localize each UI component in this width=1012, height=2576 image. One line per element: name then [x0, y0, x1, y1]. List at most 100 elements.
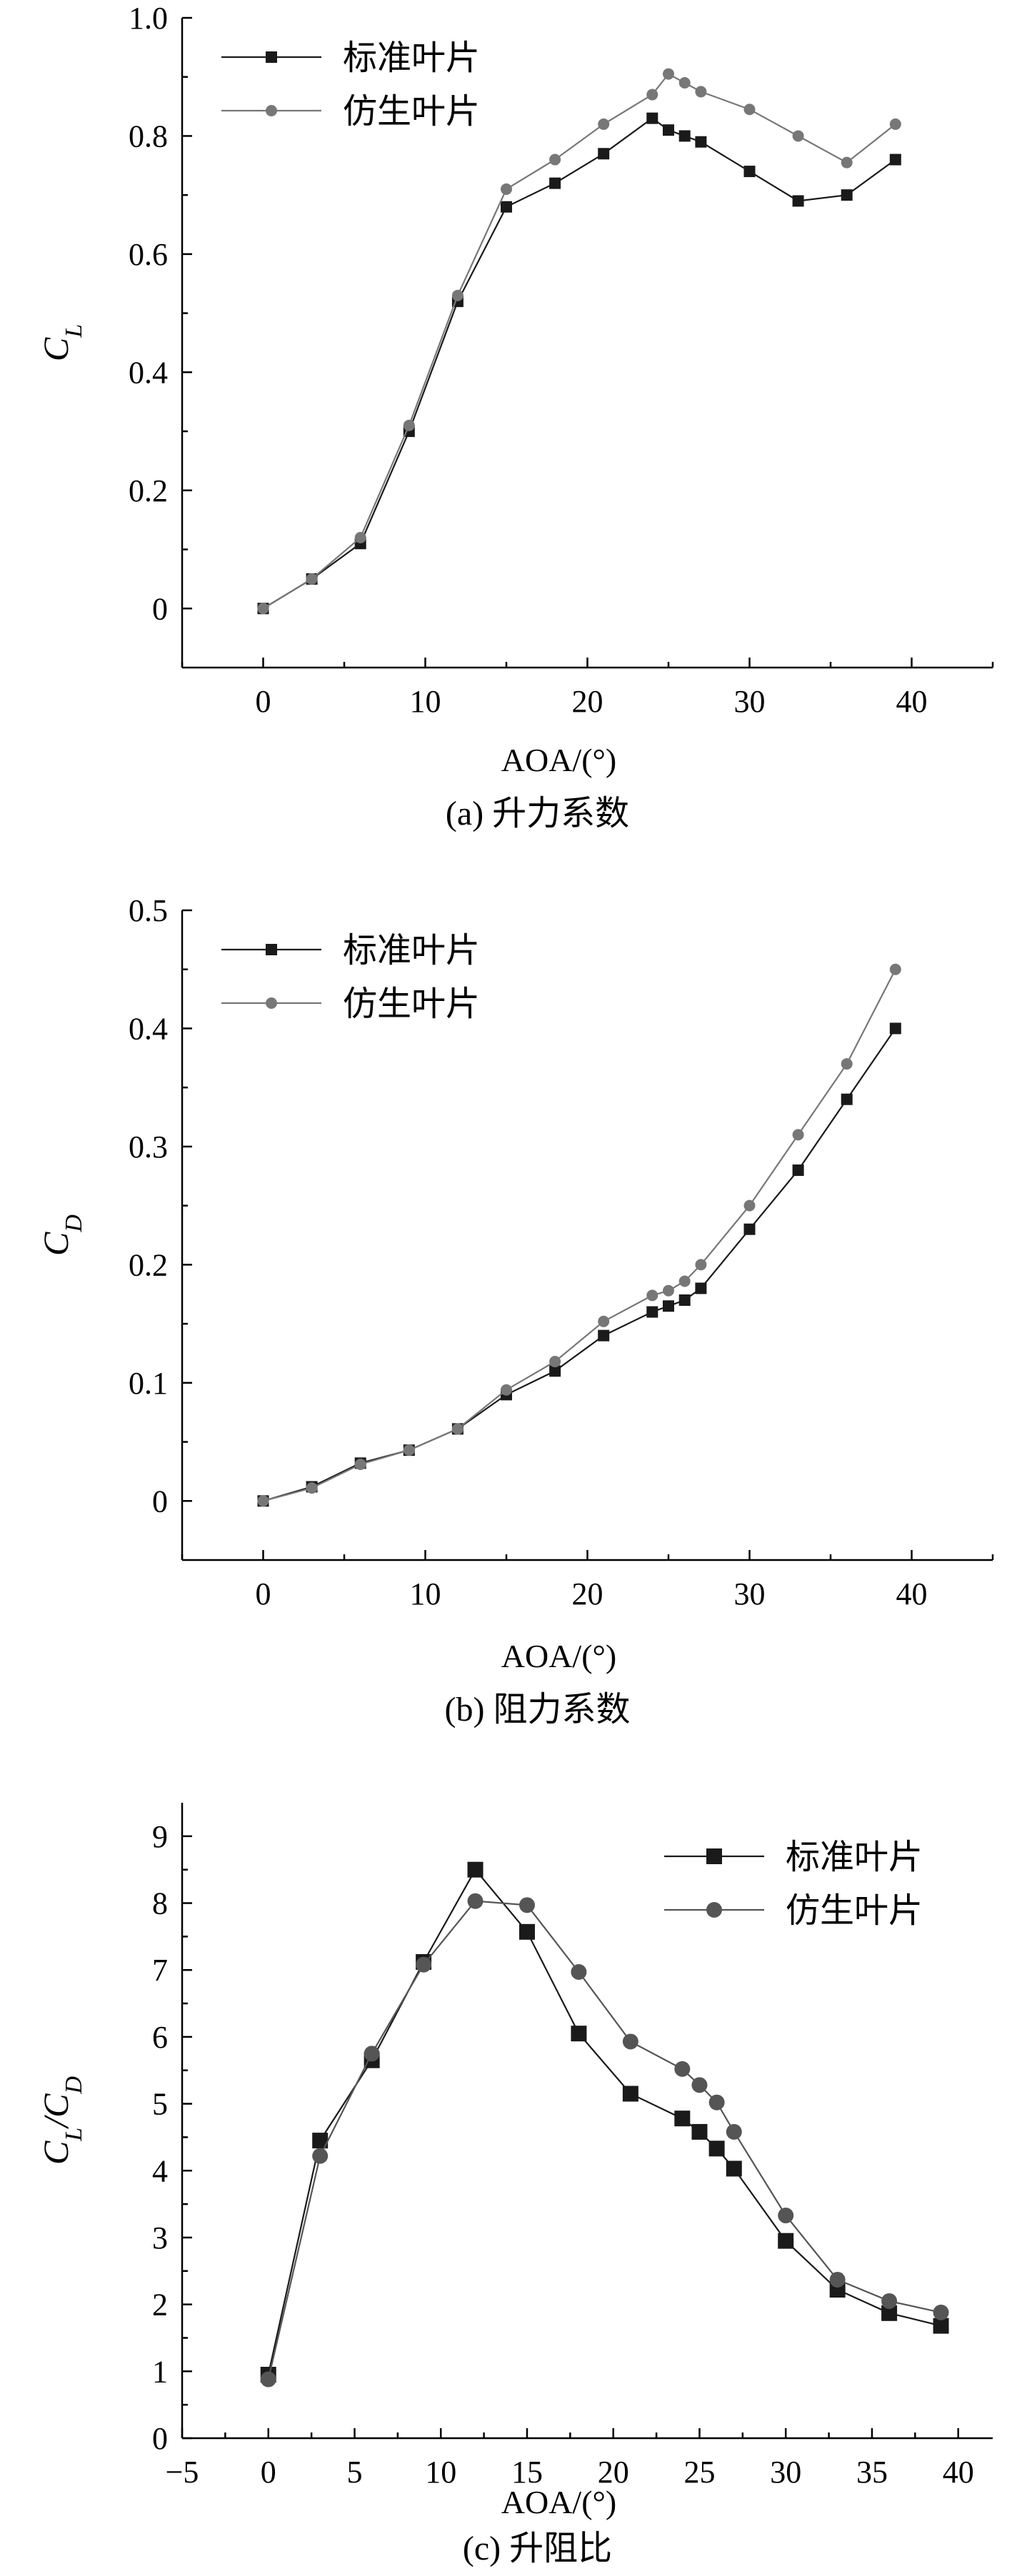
data-point-circle — [403, 1444, 415, 1456]
y-tick-label: 0.8 — [129, 119, 168, 154]
legend-marker-circle — [266, 997, 277, 1009]
data-point-circle — [691, 2077, 708, 2093]
data-point-circle — [306, 1482, 318, 1494]
x-tick-label: 20 — [598, 2455, 629, 2490]
y-tick-label: 0 — [152, 1484, 168, 1519]
y-tick-label: 0.5 — [129, 893, 168, 928]
data-point-circle — [260, 2371, 276, 2388]
x-tick-label: 40 — [896, 1576, 928, 1611]
y-axis-title: CL — [36, 324, 87, 361]
data-point-square — [678, 130, 691, 142]
y-tick-label: 6 — [152, 2020, 168, 2055]
y-tick-label: 2 — [152, 2288, 168, 2323]
data-point-square — [674, 2110, 691, 2127]
data-point-circle — [451, 289, 464, 301]
data-point-circle — [364, 2046, 380, 2062]
x-tick-label: −5 — [166, 2455, 199, 2490]
legend-marker-square — [266, 51, 277, 63]
data-point-circle — [663, 1284, 674, 1297]
data-point-circle — [257, 1495, 269, 1507]
data-point-square — [933, 2318, 949, 2334]
data-point-square — [889, 1022, 901, 1035]
y-tick-label: 4 — [152, 2153, 168, 2188]
data-point-circle — [501, 1384, 512, 1396]
data-point-circle — [451, 1423, 464, 1435]
data-point-circle — [598, 118, 610, 130]
data-point-circle — [571, 1964, 587, 1981]
data-point-circle — [354, 532, 366, 543]
y-tick-label: 8 — [152, 1886, 168, 1921]
legend-label: 仿生叶片 — [786, 1891, 923, 1931]
x-tick-label: 40 — [943, 2455, 974, 2490]
data-point-circle — [518, 1897, 535, 1913]
legend-label: 仿生叶片 — [343, 91, 480, 131]
legend-label: 标准叶片 — [343, 38, 480, 78]
legend-marker-circle — [706, 1902, 722, 1918]
x-tick-label: 10 — [410, 684, 441, 719]
data-point-square — [598, 148, 610, 160]
data-point-circle — [792, 1129, 804, 1141]
legend-marker-square — [706, 1848, 722, 1864]
data-point-circle — [312, 2148, 329, 2164]
data-point-circle — [841, 156, 853, 168]
data-point-square — [743, 1223, 756, 1235]
data-point-circle — [678, 1275, 691, 1287]
y-tick-label: 0.2 — [129, 473, 168, 508]
x-tick-label: 10 — [410, 1576, 441, 1611]
data-point-square — [841, 189, 853, 201]
data-point-circle — [743, 104, 756, 116]
data-point-circle — [646, 1289, 658, 1302]
x-tick-label: 30 — [734, 684, 766, 719]
data-point-circle — [708, 2094, 725, 2110]
data-point-square — [778, 2233, 794, 2249]
data-point-circle — [598, 1315, 610, 1327]
y-tick-label: 0.2 — [129, 1247, 168, 1282]
data-point-square — [695, 1282, 707, 1294]
y-tick-label: 0 — [152, 2421, 168, 2456]
data-point-square — [841, 1093, 853, 1105]
data-point-square — [691, 2123, 708, 2140]
y-axis-title: CD — [36, 1214, 87, 1256]
series-line-0 — [267, 1868, 941, 2375]
y-tick-label: 1.0 — [129, 1, 168, 36]
y-tick-label: 5 — [152, 2087, 168, 2122]
y-tick-label: 0.6 — [129, 237, 168, 272]
data-point-square — [518, 1923, 535, 1940]
series-line-0 — [262, 117, 896, 610]
x-tick-label: 20 — [572, 684, 603, 719]
y-tick-label: 0.1 — [129, 1366, 168, 1401]
data-point-square — [726, 2160, 742, 2177]
x-tick-label: 40 — [896, 684, 928, 719]
data-point-square — [678, 1294, 691, 1306]
y-tick-label: 0.4 — [129, 1011, 168, 1046]
x-tick-label: 0 — [261, 2455, 276, 2490]
chart-lift-coefficient: 0 0.2 0.4 0.6 0.8 1.0 0 10 20 30 40 AOA/(°) CL (a) 升力… — [36, 1, 994, 832]
data-point-circle — [622, 2033, 638, 2050]
data-point-square — [646, 112, 658, 124]
data-point-square — [467, 1861, 484, 1878]
chart-drag-coefficient: 0 0.1 0.2 0.3 0.4 0.5 0 10 20 30 40 AOA/(°) CD (b) 阻力… — [36, 893, 994, 1729]
data-point-circle — [889, 963, 901, 975]
data-point-circle — [403, 419, 415, 431]
data-point-circle — [678, 77, 691, 89]
data-point-square — [792, 195, 804, 207]
data-point-square — [549, 177, 561, 189]
legend-label: 仿生叶片 — [343, 984, 480, 1024]
data-point-square — [792, 1164, 804, 1176]
data-point-circle — [354, 1458, 366, 1470]
y-axis-title: CL/CD — [36, 2076, 87, 2165]
data-point-square — [501, 201, 512, 213]
series-line-1 — [262, 73, 896, 610]
x-axis-title: AOA/(°) — [501, 742, 616, 778]
chart-caption: (b) 阻力系数 — [445, 1691, 631, 1729]
x-axis-title: AOA/(°) — [501, 1638, 616, 1674]
x-tick-label: 0 — [256, 684, 271, 719]
chart-caption: (a) 升力系数 — [446, 795, 629, 832]
data-point-circle — [501, 183, 512, 195]
data-point-circle — [743, 1199, 756, 1212]
y-tick-label: 9 — [152, 1819, 168, 1854]
data-point-circle — [467, 1893, 484, 1909]
data-point-circle — [695, 1259, 707, 1271]
data-point-square — [695, 136, 707, 148]
x-tick-label: 35 — [856, 2455, 888, 2490]
